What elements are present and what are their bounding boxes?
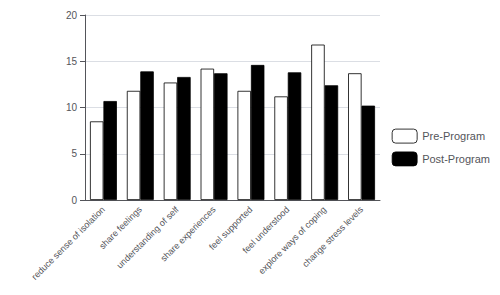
svg-text:feel understood: feel understood <box>240 204 292 256</box>
svg-text:change stress levels: change stress levels <box>300 204 365 269</box>
svg-text:share feelings: share feelings <box>97 204 144 252</box>
svg-text:understanding of self: understanding of self <box>115 204 181 270</box>
svg-text:Post-Program: Post-Program <box>422 153 490 165</box>
svg-text:feel supported: feel supported <box>207 204 255 252</box>
svg-text:reduce sense of isolation: reduce sense of isolation <box>30 204 107 281</box>
svg-text:5: 5 <box>71 148 77 159</box>
svg-text:explore ways of coping: explore ways of coping <box>257 204 329 276</box>
svg-text:0: 0 <box>71 195 77 206</box>
svg-text:Pre-Program: Pre-Program <box>422 130 485 142</box>
svg-text:15: 15 <box>66 56 78 67</box>
svg-text:share experiences: share experiences <box>159 204 218 263</box>
svg-text:10: 10 <box>66 102 78 113</box>
svg-text:20: 20 <box>66 10 78 21</box>
